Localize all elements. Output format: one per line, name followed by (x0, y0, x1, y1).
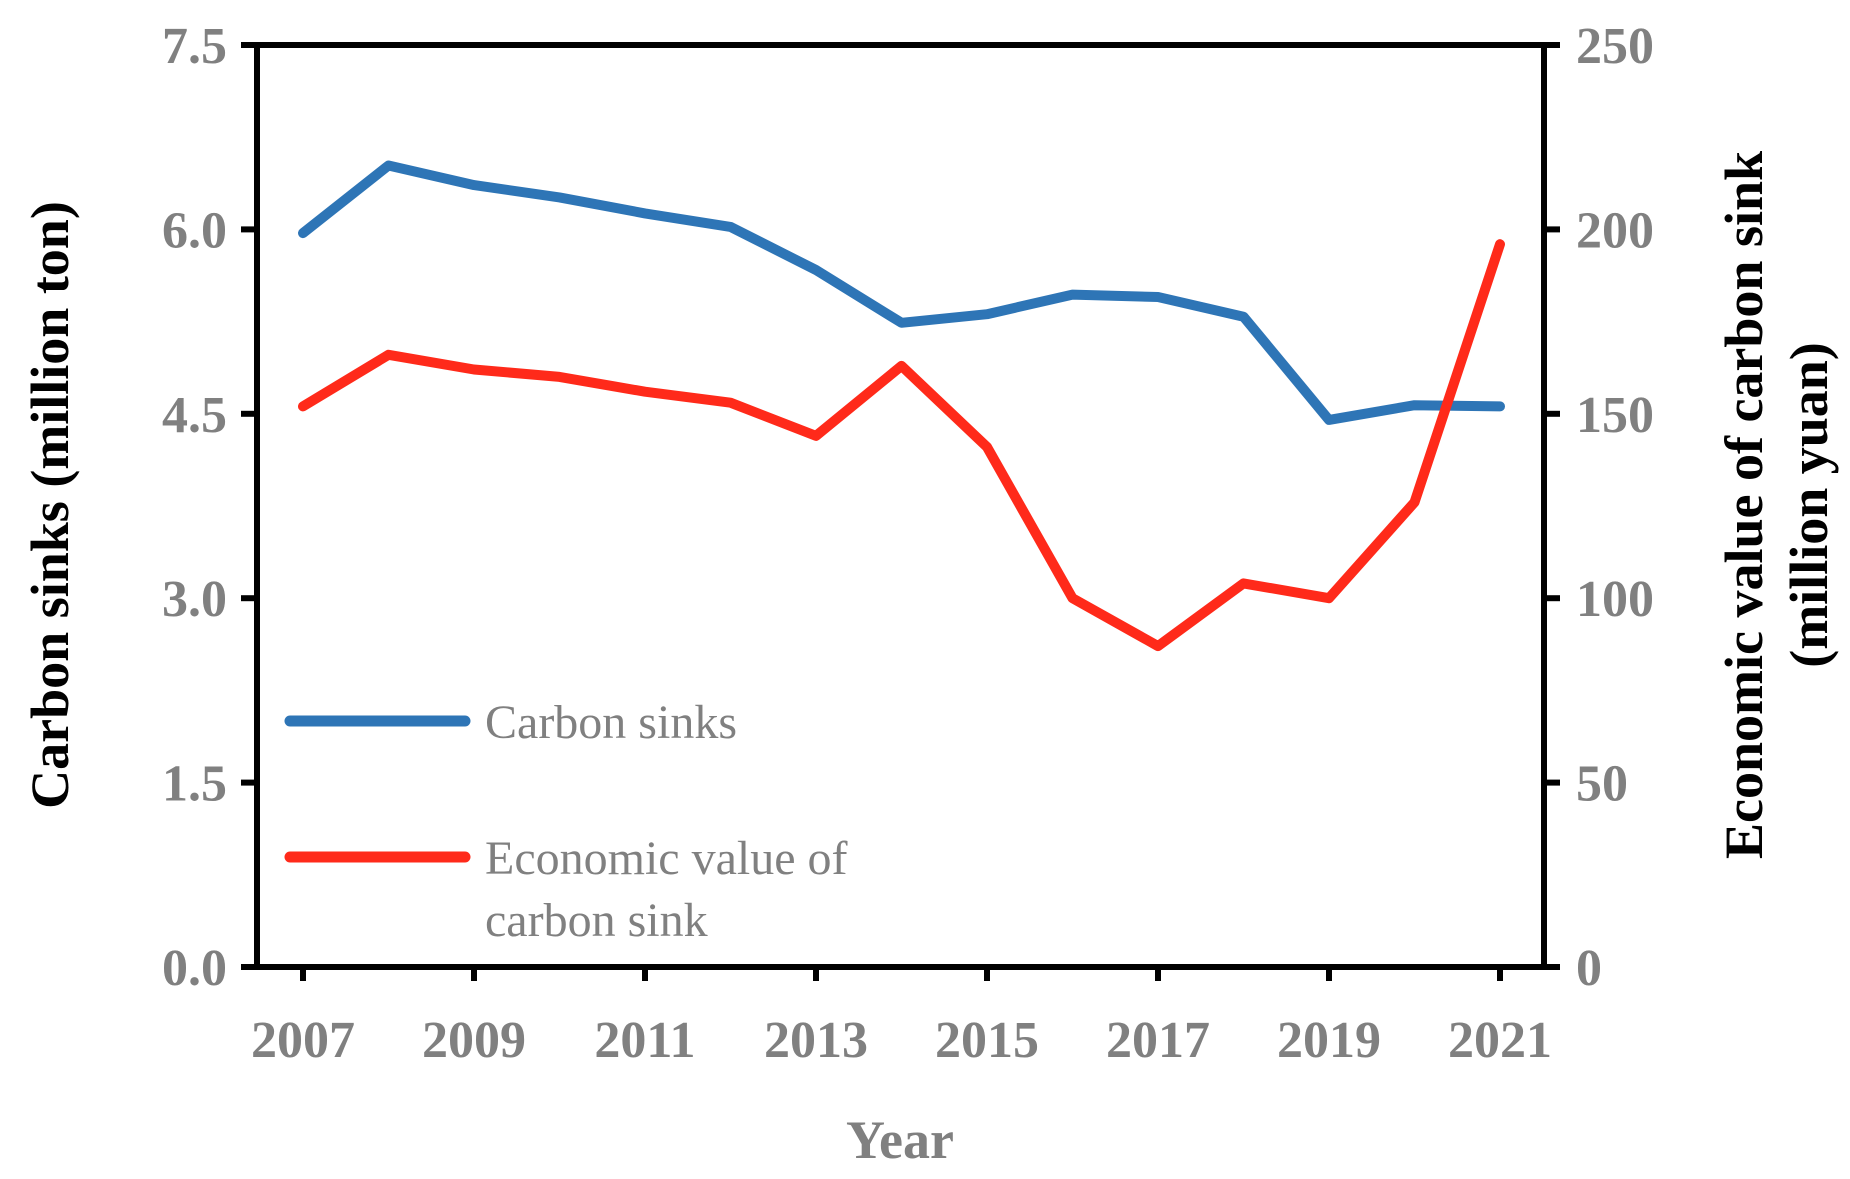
x-tick-label: 2011 (594, 1012, 695, 1069)
y-right-tick-label: 50 (1576, 756, 1628, 813)
y-axis-right-title-line2: (million yuan) (1779, 342, 1839, 668)
y-right-tick-label: 0 (1576, 940, 1602, 997)
y-left-tick-label: 6.0 (162, 202, 227, 259)
legend-label-carbon-sinks: Carbon sinks (485, 696, 737, 749)
series-line-carbon-sinks (298, 160, 1505, 425)
y-left-tick-label: 7.5 (162, 18, 227, 75)
x-tick-label: 2013 (764, 1012, 868, 1069)
plot-frame (254, 42, 1547, 970)
x-axis-ticks: 2007 2009 2011 2013 2015 2017 2019 2021 (251, 967, 1552, 1069)
y-left-tick-label: 0.0 (162, 940, 227, 997)
x-tick-label: 2017 (1106, 1012, 1210, 1069)
y-right-tick-label: 100 (1576, 571, 1654, 628)
legend-label-economic-value-line2: carbon sink (485, 894, 708, 947)
y-left-tick-label: 4.5 (162, 387, 227, 444)
y-axis-right-title-line1: Economic value of carbon sink (1714, 151, 1774, 859)
y-axis-left-title: Carbon sinks (million ton) (20, 201, 80, 809)
y-right-tick-label: 250 (1576, 18, 1654, 75)
legend: Carbon sinks Economic value of carbon si… (284, 696, 848, 947)
series-lines (298, 160, 1505, 652)
y-left-tick-label: 1.5 (162, 756, 227, 813)
y-axis-ticks: 0.0 1.5 3.0 4.5 6.0 7.5 0 50 100 150 200 250 (162, 18, 1654, 997)
x-tick-label: 2015 (935, 1012, 1039, 1069)
legend-label-economic-value-line1: Economic value of (485, 832, 848, 885)
y-left-tick-label: 3.0 (162, 571, 227, 628)
x-tick-label: 2007 (251, 1012, 355, 1069)
x-tick-label: 2019 (1277, 1012, 1381, 1069)
series-line-economic-value (298, 239, 1505, 652)
x-tick-label: 2009 (422, 1012, 526, 1069)
y-right-tick-label: 150 (1576, 387, 1654, 444)
x-axis-title: Year (846, 1110, 954, 1170)
x-tick-label: 2021 (1448, 1012, 1552, 1069)
y-right-tick-label: 200 (1576, 202, 1654, 259)
